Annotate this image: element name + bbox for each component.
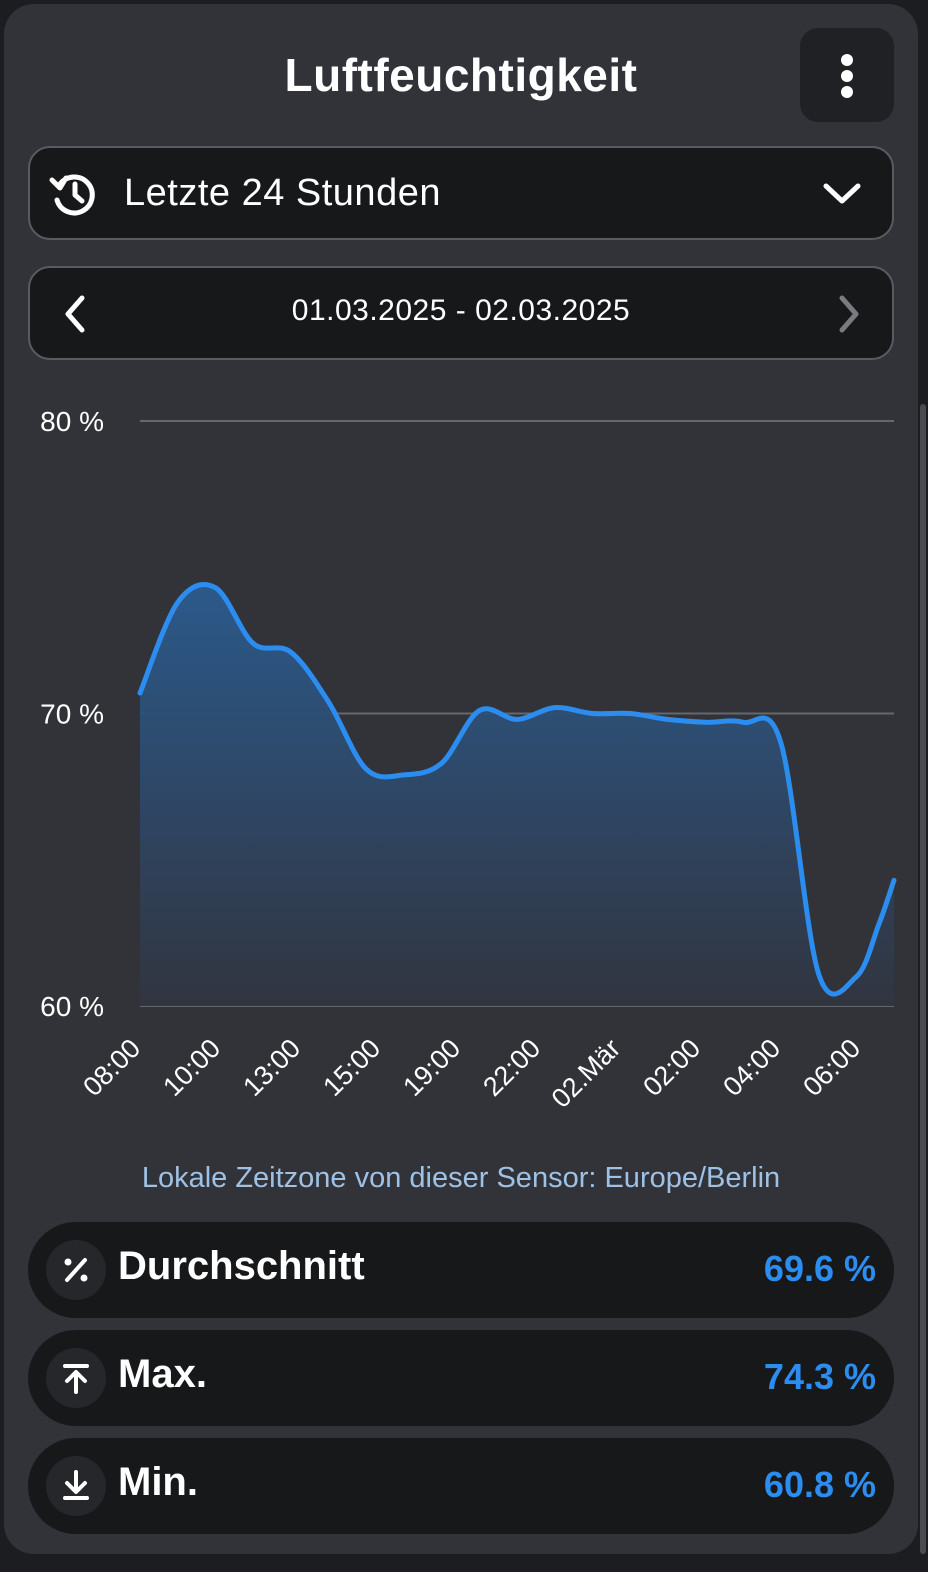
scrollbar[interactable] xyxy=(920,404,926,1554)
x-tick-label: 13:00 xyxy=(237,1033,306,1102)
x-tick-label: 22:00 xyxy=(477,1033,546,1102)
x-tick-label: 04:00 xyxy=(717,1033,786,1102)
percent-icon xyxy=(46,1240,106,1300)
x-tick-label: 02:00 xyxy=(637,1033,706,1102)
arrow-to-top-icon xyxy=(46,1348,106,1408)
chevron-right-icon[interactable] xyxy=(826,292,870,336)
humidity-area xyxy=(140,584,894,1006)
x-tick-label: 15:00 xyxy=(317,1033,386,1102)
date-range-text: 01.03.2025 - 02.03.2025 xyxy=(291,294,631,327)
arrow-to-bottom-icon xyxy=(46,1456,106,1516)
stat-value: 74.3 % xyxy=(763,1356,876,1397)
stat-value: 60.8 % xyxy=(763,1464,876,1505)
humidity-chart: 80 % 70 % 60 % 08:00 10:00 13:00 15:00 19:00 22… xyxy=(40,406,897,1114)
period-select[interactable]: Letzte 24 Stunden xyxy=(28,146,894,240)
stat-average: Durchschnitt 69.6 % xyxy=(28,1222,894,1318)
more-vertical-icon xyxy=(841,54,853,98)
x-tick-label: 02.Mär xyxy=(546,1033,627,1114)
x-tick-label: 08:00 xyxy=(77,1033,146,1102)
timezone-note: Lokale Zeitzone von dieser Sensor: Europ… xyxy=(141,1162,781,1194)
y-tick-label: 70 % xyxy=(40,699,104,730)
stat-value: 69.6 % xyxy=(763,1248,876,1289)
stat-label: Durchschnitt xyxy=(118,1244,365,1288)
stat-label: Min. xyxy=(118,1460,198,1504)
humidity-line xyxy=(137,582,897,997)
chevron-down-icon xyxy=(823,183,861,204)
period-label: Letzte 24 Stunden xyxy=(124,172,441,214)
y-tick-label: 80 % xyxy=(40,406,104,437)
card-title: Luftfeuchtigkeit xyxy=(284,49,638,101)
stat-max: Max. 74.3 % xyxy=(28,1330,894,1426)
more-menu-button[interactable] xyxy=(800,28,894,122)
y-tick-label: 60 % xyxy=(40,991,104,1022)
date-range-navigator: 01.03.2025 - 02.03.2025 xyxy=(28,266,894,360)
stat-min: Min. 60.8 % xyxy=(28,1438,894,1534)
x-tick-label: 19:00 xyxy=(397,1033,466,1102)
x-tick-label: 06:00 xyxy=(797,1033,866,1102)
chevron-left-icon[interactable] xyxy=(54,292,98,336)
humidity-card: Luftfeuchtigkeit Letzte 24 Stunden 01.03… xyxy=(4,4,918,1554)
x-tick-label: 10:00 xyxy=(157,1033,226,1102)
stat-label: Max. xyxy=(118,1352,207,1396)
history-icon xyxy=(49,174,95,216)
